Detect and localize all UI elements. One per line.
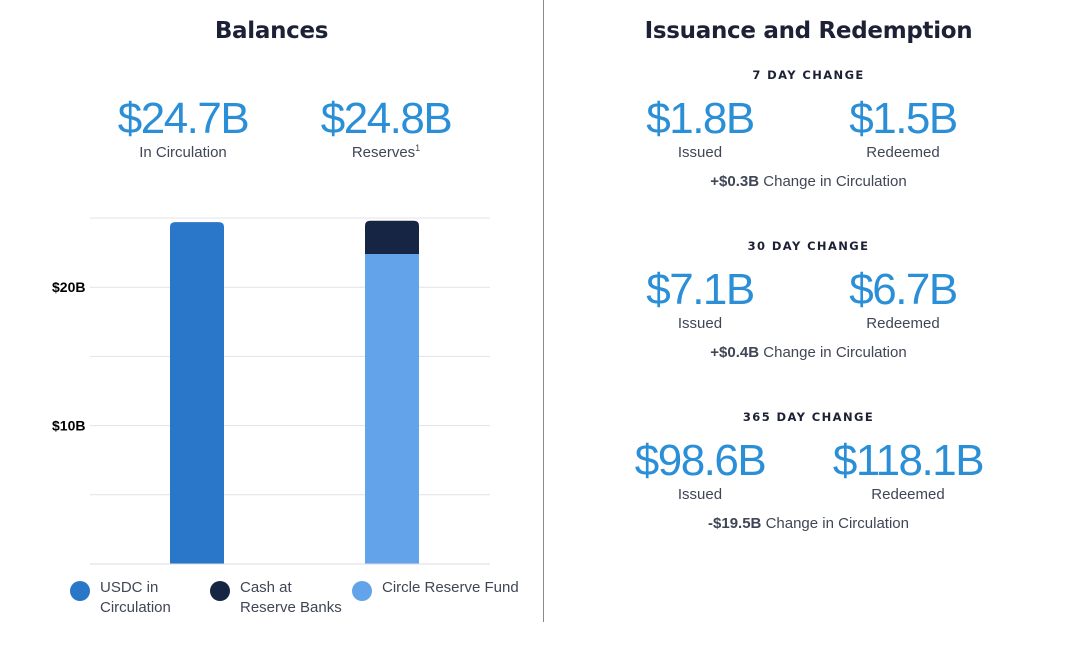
legend-label: Circle Reserve Fund [382,579,519,596]
redeemed-label: Redeemed [866,315,940,332]
redeemed-value: $1.5B [849,94,958,143]
change-heading: 365 DAY CHANGE [742,410,875,424]
balances-panel: Balances $24.7B In Circulation $24.8B Re… [52,18,540,628]
change-heading: 30 DAY CHANGE [747,239,870,253]
issued-value: $7.1B [646,265,755,314]
issued-label: Issued [677,144,723,161]
legend-swatch [70,581,90,601]
reserves-label-wrap: Reserves1 [296,144,476,162]
issued-stat: $7.1B Issued [610,265,790,333]
balances-title: Balances [214,18,329,44]
circulation-change-value: +$0.3B [710,173,760,190]
issued-value: $1.8B [646,94,755,143]
redeemed-stat: $1.5B Redeemed [813,94,993,162]
redeemed-value: $6.7B [849,265,958,314]
legend-item: Circle Reserve Fund [352,578,519,601]
issued-stat: $1.8B Issued [610,94,790,162]
reserves-stat: $24.8B Reserves1 [296,94,476,162]
legend-label: Cash at Reserve Banks [240,579,342,616]
y-tick-label: $10B [52,418,85,434]
circulation-change-text: Change in Circulation [763,173,907,190]
issued-label: Issued [677,486,723,503]
circulation-change-value: +$0.4B [710,344,760,361]
reserves-label: Reserves [351,144,416,161]
bar-cash-at-reserve-banks [365,220,419,254]
legend-swatch [352,581,372,601]
bar-circle-reserve-fund [365,253,419,564]
change-block-30-day: 30 DAY CHANGE $7.1B Issued $6.7B Redeeme… [544,239,1073,369]
legend-item: Cash at Reserve Banks [210,578,342,618]
chart-legend: USDC in Circulation Cash at Reserve Banks Ci… [70,578,540,628]
circulation-change: -$19.5B Change in Circulation [544,515,1073,532]
circulation-change-value: -$19.5B [708,515,762,532]
bar-usdc-in-circulation [170,222,224,565]
reserves-value: $24.8B [320,94,453,143]
legend-label: USDC in Circulation [100,579,171,616]
circulation-value: $24.7B [117,94,250,143]
legend-swatch [210,581,230,601]
balances-bar-chart: $10B $20B [52,217,490,565]
issuance-panel: Issuance and Redemption 7 DAY CHANGE $1.… [544,0,1073,648]
reserves-footnote: 1 [415,143,421,153]
change-heading: 7 DAY CHANGE [752,68,865,82]
redeemed-value: $118.1B [832,436,985,485]
change-block-365-day: 365 DAY CHANGE $98.6B Issued $118.1B Red… [544,410,1073,540]
circulation-change-text: Change in Circulation [765,515,909,532]
redeemed-stat: $6.7B Redeemed [813,265,993,333]
issued-label: Issued [677,315,723,332]
y-tick-label: $20B [52,279,85,295]
legend-item: USDC in Circulation [70,578,171,618]
redeemed-label: Redeemed [871,486,945,503]
change-block-7-day: 7 DAY CHANGE $1.8B Issued $1.5B Redeemed… [544,68,1073,198]
issuance-title: Issuance and Redemption [644,18,973,44]
circulation-label: In Circulation [139,144,227,161]
redeemed-label: Redeemed [866,144,940,161]
panel-divider [543,0,544,622]
redeemed-stat: $118.1B Redeemed [813,436,1003,504]
circulation-change: +$0.3B Change in Circulation [544,173,1073,190]
circulation-stat: $24.7B In Circulation [93,94,273,162]
circulation-change: +$0.4B Change in Circulation [544,344,1073,361]
issued-stat: $98.6B Issued [610,436,790,504]
issued-value: $98.6B [634,436,767,485]
circulation-change-text: Change in Circulation [763,344,907,361]
